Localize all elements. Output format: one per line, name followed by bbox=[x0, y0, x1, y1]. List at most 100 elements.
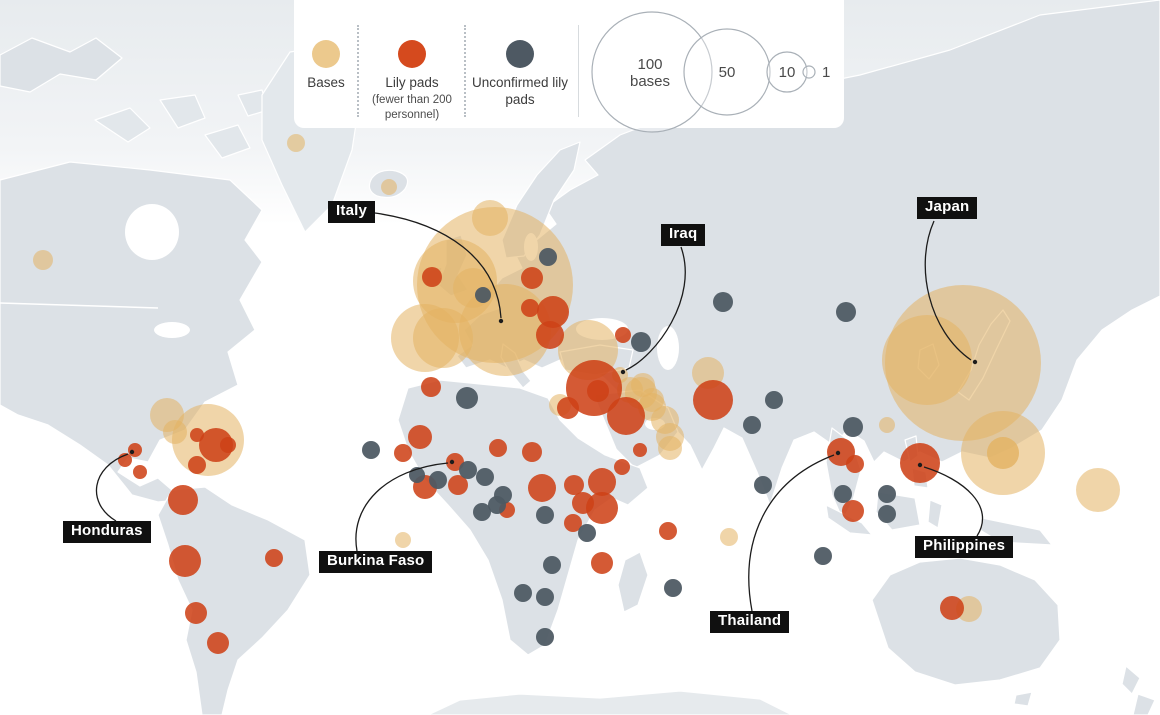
continent-madagascar bbox=[617, 551, 649, 613]
bubble-lilypad bbox=[586, 492, 618, 524]
callout-dot-iraq bbox=[620, 369, 626, 375]
bubble-base bbox=[33, 250, 53, 270]
bubble-unconfirmed bbox=[743, 416, 761, 434]
scale-label: 100 bbox=[637, 56, 662, 73]
bubble-lilypad bbox=[846, 455, 864, 473]
callout-dot-japan bbox=[972, 359, 978, 365]
scale-circle-100-bases bbox=[591, 11, 713, 133]
bubble-base bbox=[631, 373, 655, 397]
legend-label-unconfirmed: Unconfirmed lily pads bbox=[471, 75, 569, 107]
callout-lines-layer bbox=[95, 212, 984, 612]
bubble-lilypad bbox=[614, 459, 630, 475]
callout-line-iraq bbox=[625, 246, 686, 371]
bubble-lilypad bbox=[521, 299, 539, 317]
bubble-unconfirmed bbox=[878, 505, 896, 523]
bubble-lilypad bbox=[133, 465, 147, 479]
callout-dot-honduras bbox=[129, 449, 135, 455]
bubble-lilypad bbox=[528, 474, 556, 502]
bubble-lilypad bbox=[588, 468, 616, 496]
bubble-unconfirmed bbox=[536, 506, 554, 524]
bubble-lilypad bbox=[446, 453, 464, 471]
continent-arctic-islands bbox=[94, 89, 269, 159]
bubble-unconfirmed bbox=[713, 292, 733, 312]
callout-line-italy bbox=[374, 212, 502, 319]
callout-label-thailand: Thailand bbox=[710, 611, 790, 633]
bubble-unconfirmed bbox=[536, 628, 554, 646]
bubble-lilypad bbox=[521, 267, 543, 289]
continent-indonesia bbox=[825, 491, 1053, 546]
callout-line-honduras bbox=[95, 453, 129, 522]
legend-label-lily-pads: Lily pads bbox=[385, 75, 439, 90]
callout-line-thailand bbox=[748, 454, 835, 612]
legend-sublabel-lily-pads: (fewer than 200 personnel) bbox=[372, 94, 452, 121]
bubble-base bbox=[287, 134, 305, 152]
bubble-lilypad bbox=[587, 380, 609, 402]
scale-circle-10 bbox=[766, 51, 808, 93]
bubble-lilypad bbox=[940, 596, 964, 620]
bubble-unconfirmed bbox=[456, 387, 478, 409]
callout-line-burkina-faso bbox=[355, 462, 449, 552]
bubble-lilypad bbox=[169, 545, 201, 577]
bubble-unconfirmed bbox=[543, 556, 561, 574]
callout-dot-philippines bbox=[917, 462, 923, 468]
continent-antarctica bbox=[427, 690, 793, 715]
bubble-base bbox=[879, 417, 895, 433]
bubble-lilypad bbox=[659, 522, 677, 540]
bubble-lilypad bbox=[591, 552, 613, 574]
scale-circle-50 bbox=[683, 28, 771, 116]
bubble-base bbox=[395, 532, 411, 548]
bubble-base bbox=[885, 285, 1041, 441]
bubble-lilypad bbox=[448, 475, 468, 495]
us-canada-border bbox=[0, 302, 159, 309]
bubble-lilypad bbox=[128, 443, 142, 457]
continent-south-america bbox=[157, 486, 311, 715]
bubble-unconfirmed bbox=[362, 441, 380, 459]
bubble-unconfirmed bbox=[475, 287, 491, 303]
callout-label-honduras: Honduras bbox=[63, 521, 151, 543]
bubble-base bbox=[720, 528, 738, 546]
bubble-lilypad bbox=[693, 380, 733, 420]
bubble-lilypad bbox=[536, 321, 564, 349]
legend-separator-3 bbox=[578, 25, 579, 117]
great-lakes bbox=[154, 322, 190, 338]
bubble-lilypad bbox=[185, 602, 207, 624]
bubble-lilypad bbox=[168, 485, 198, 515]
bubble-unconfirmed bbox=[631, 332, 651, 352]
hudson-bay bbox=[125, 204, 179, 260]
scale-label: 10 bbox=[779, 64, 796, 81]
callout-dot-thailand bbox=[835, 450, 841, 456]
bubble-lilypad bbox=[188, 456, 206, 474]
continent-north-america bbox=[0, 161, 263, 503]
bubble-unconfirmed bbox=[664, 579, 682, 597]
bubble-unconfirmed bbox=[488, 496, 506, 514]
bubble-lilypad bbox=[421, 377, 441, 397]
legend-label-bases: Bases bbox=[307, 75, 345, 90]
bubble-unconfirmed bbox=[536, 588, 554, 606]
bubble-unconfirmed bbox=[476, 468, 494, 486]
bubble-lilypad bbox=[564, 475, 584, 495]
bubble-lilypad bbox=[842, 500, 864, 522]
continent-alaska bbox=[0, 37, 123, 93]
bubble-base bbox=[1076, 468, 1120, 512]
legend-swatch-lily-pads-icon bbox=[398, 40, 426, 68]
bubble-lilypad bbox=[422, 267, 442, 287]
callout-line-japan bbox=[924, 220, 972, 361]
bubble-unconfirmed bbox=[765, 391, 783, 409]
legend-separator-1 bbox=[357, 25, 359, 117]
callout-label-italy: Italy bbox=[328, 201, 376, 223]
bubble-lilypad bbox=[408, 425, 432, 449]
bubble-unconfirmed bbox=[834, 485, 852, 503]
callout-label-burkina-faso: Burkina Faso bbox=[319, 551, 433, 573]
bubble-unconfirmed bbox=[514, 584, 532, 602]
legend-item-lily-pads: Lily pads (fewer than 200 personnel) bbox=[366, 40, 458, 123]
bubble-unconfirmed bbox=[473, 503, 491, 521]
bubble-lilypad bbox=[564, 514, 582, 532]
legend-swatch-bases-icon bbox=[312, 40, 340, 68]
callout-dot-burkina-faso bbox=[449, 459, 455, 465]
bubble-unconfirmed bbox=[459, 461, 477, 479]
callout-line-philippines bbox=[923, 466, 984, 537]
bubble-base bbox=[381, 179, 397, 195]
scale-label: 1 bbox=[822, 64, 830, 81]
bubble-unconfirmed bbox=[836, 302, 856, 322]
